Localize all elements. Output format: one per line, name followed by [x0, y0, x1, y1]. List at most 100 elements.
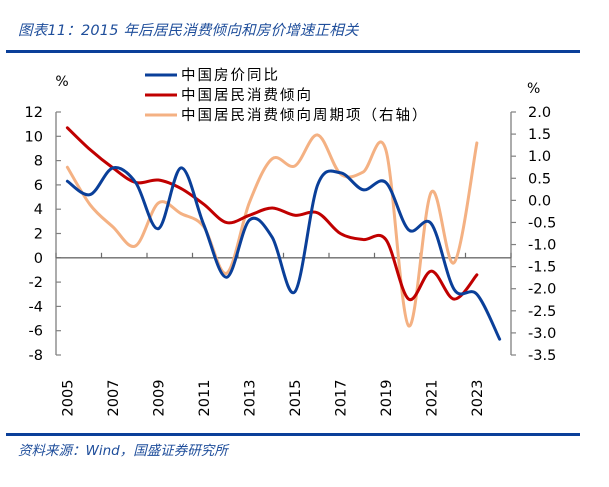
consumption-propensity-point	[66, 126, 69, 129]
x-axis-tick-label: 2019	[379, 380, 395, 417]
right-axis-tick-label: -2.0	[528, 282, 556, 298]
house-price-yoy-point	[111, 166, 114, 169]
consumption-cycle-line	[65, 133, 479, 328]
house-price-yoy-point	[134, 181, 137, 184]
consumption-propensity-point	[271, 206, 274, 209]
consumption-cycle-point	[111, 225, 114, 228]
right-axis-unit: %	[527, 81, 540, 97]
house-price-yoy-point	[225, 276, 228, 279]
x-axis-tick-label: 2017	[333, 380, 349, 417]
legend-consumption-cycle: 中国居民消费倾向周期项（右轴）	[145, 107, 429, 124]
consumption-cycle-point	[271, 157, 274, 160]
title-divider	[6, 50, 580, 53]
x-axis-tick-label: 2015	[288, 380, 304, 417]
x-axis-tick-label: 2013	[242, 380, 258, 417]
house-price-yoy-point	[180, 166, 183, 169]
consumption-propensity-point	[293, 214, 296, 217]
legend-house-price-yoy: 中国房价同比	[145, 67, 280, 84]
right-axis-tick-label: -0.5	[528, 215, 556, 231]
consumption-propensity-line	[65, 126, 479, 301]
house-price-yoy-point	[202, 223, 205, 226]
axes: 12 10 8 6 4 2 0 -2 -4 -6 -8% 2.0 1.5 1.0 0.5 0.0 -0.5 -1.…	[25, 74, 557, 416]
house-price-yoy-point	[248, 219, 251, 222]
left-axis-tick-label: 4	[34, 202, 43, 218]
consumption-propensity-point	[384, 238, 387, 241]
consumption-propensity-point	[248, 214, 251, 217]
legend-label: 中国居民消费倾向	[181, 87, 313, 104]
consumption-propensity-point	[362, 238, 365, 241]
right-axis-tick-label: -1.5	[528, 260, 556, 276]
series-layer	[65, 126, 502, 341]
x-axis-tick-label: 2021	[424, 380, 440, 417]
x-axis-tick-label: 2005	[60, 380, 76, 417]
chart-title: 图表11：2015 年后居民消费倾向和房价增速正相关	[18, 23, 359, 39]
house-price-yoy-point	[89, 193, 92, 196]
house-price-yoy-point	[475, 293, 478, 296]
consumption-cycle-point	[430, 190, 433, 193]
consumption-propensity-point	[430, 270, 433, 273]
left-axis-tick-label: 10	[25, 129, 43, 145]
consumption-propensity-point	[157, 179, 160, 182]
consumption-cycle-point	[384, 148, 387, 151]
house-price-yoy-point	[157, 227, 160, 230]
consumption-propensity-point	[180, 187, 183, 190]
left-axis-tick-label: -4	[29, 299, 43, 315]
consumption-cycle-point	[66, 166, 69, 169]
left-axis-unit: %	[55, 74, 68, 90]
house-price-yoy-point	[362, 188, 365, 191]
right-axis-tick-label: -1.0	[528, 238, 556, 254]
consumption-cycle-point	[134, 244, 137, 247]
house-price-yoy-line	[65, 166, 502, 341]
left-axis-tick-label: -6	[29, 324, 43, 340]
consumption-cycle-point	[362, 171, 365, 174]
left-axis-tick-label: 0	[34, 251, 43, 267]
consumption-cycle-point	[180, 212, 183, 215]
consumption-propensity-point	[475, 273, 478, 276]
left-axis-tick-label: 12	[25, 105, 43, 121]
x-axis-tick-label: 2023	[470, 380, 486, 417]
x-axis-tick-label: 2009	[151, 380, 167, 417]
consumption-propensity-point	[316, 211, 319, 214]
right-axis-tick-label: 1.5	[528, 127, 551, 143]
right-axis-tick-label: 0.5	[528, 171, 551, 187]
x-axis-tick-label: 2007	[106, 380, 122, 417]
consumption-cycle-point	[475, 141, 478, 144]
x-axis-tick-label: 2011	[197, 380, 213, 417]
source-note: 资料来源：Wind，国盛证券研究所	[18, 443, 228, 459]
house-price-yoy-point	[453, 288, 456, 291]
consumption-cycle-point	[316, 133, 319, 136]
legend-label: 中国房价同比	[181, 67, 280, 84]
left-axis-tick-label: 2	[34, 227, 43, 243]
consumption-propensity-point	[225, 221, 228, 224]
consumption-cycle-point	[293, 164, 296, 167]
consumption-propensity-point	[89, 148, 92, 151]
left-axis-tick-label: 8	[34, 154, 43, 170]
left-axis-tick-label: -8	[29, 348, 43, 364]
house-price-yoy-point	[430, 222, 433, 225]
left-axis-tick-label: -2	[29, 275, 43, 291]
right-axis-tick-label: 0.0	[528, 193, 551, 209]
right-axis-tick-label: -3.0	[528, 326, 556, 342]
right-axis-tick-label: 2.0	[528, 105, 551, 121]
house-price-yoy-point	[271, 236, 274, 239]
house-price-yoy-point	[316, 183, 319, 186]
consumption-propensity-point	[339, 232, 342, 235]
house-price-yoy-point	[498, 338, 501, 341]
right-axis-tick-label: -2.5	[528, 304, 556, 320]
consumption-cycle-point	[225, 272, 228, 275]
consumption-cycle-point	[407, 324, 410, 327]
consumption-cycle-point	[248, 201, 251, 204]
house-price-yoy-point	[384, 181, 387, 184]
consumption-propensity-point	[202, 203, 205, 206]
consumption-propensity-point	[407, 298, 410, 301]
right-axis-tick-label: -3.5	[528, 348, 556, 364]
consumption-propensity-point	[453, 298, 456, 301]
house-price-yoy-point	[66, 180, 69, 183]
consumption-cycle-point	[157, 202, 160, 205]
left-axis-tick-label: 6	[34, 178, 43, 194]
consumption-cycle-point	[89, 203, 92, 206]
house-price-yoy-point	[407, 228, 410, 231]
legend-label: 中国居民消费倾向周期项（右轴）	[181, 107, 429, 124]
